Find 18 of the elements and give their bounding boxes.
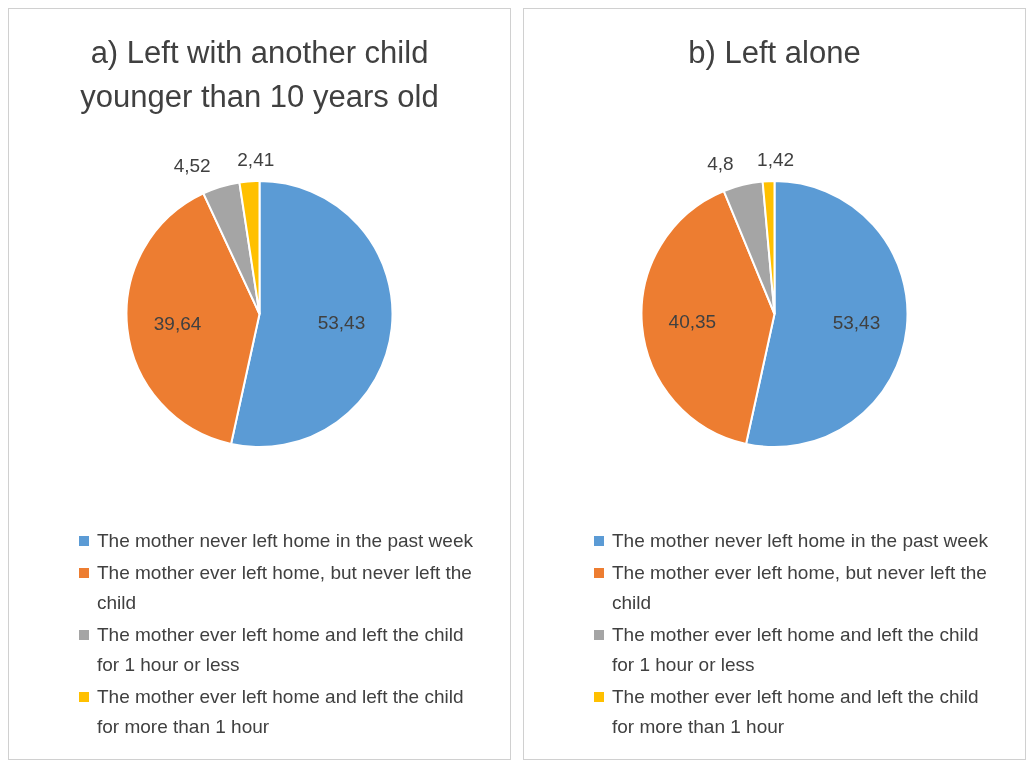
chart-title: a) Left with another child younger than 10 years old [79, 34, 440, 116]
legend-label: The mother ever left home and left the child for 1 hour or less [612, 623, 980, 677]
data-label: 2,41 [237, 148, 275, 170]
legend-label: The mother ever left home and left the child for 1 hour or less [97, 623, 465, 677]
legend-label: The mother ever left home, but never left the child [97, 561, 473, 615]
data-label: 40,35 [668, 310, 717, 332]
data-label: 4,8 [707, 152, 734, 174]
legend-label: The mother ever left home and left the child for more than 1 hour [97, 685, 465, 739]
data-label: 53,43 [832, 312, 881, 334]
data-label: 4,52 [173, 155, 211, 177]
data-label: 53,43 [317, 312, 366, 334]
legend-label: The mother never left home in the past week [612, 529, 988, 553]
data-label: 39,64 [153, 312, 202, 334]
data-label: 1,42 [757, 148, 795, 170]
legend-label: The mother ever left home and left the child for more than 1 hour [612, 685, 980, 739]
legend-label: The mother never left home in the past week [97, 529, 473, 553]
legend-label: The mother ever left home, but never left the child [612, 561, 988, 615]
chart-title: b) Left alone [687, 34, 862, 72]
